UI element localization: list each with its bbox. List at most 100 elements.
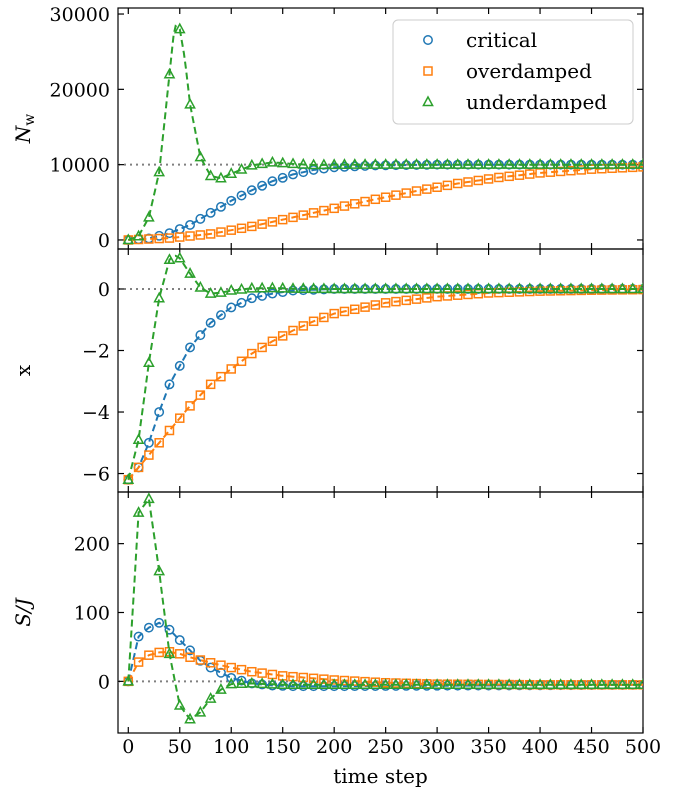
- marker-overdamped: [205, 229, 216, 239]
- marker-overdamped: [452, 290, 463, 300]
- marker-overdamped: [247, 666, 257, 677]
- marker-overdamped: [164, 425, 175, 436]
- marker-overdamped: [463, 177, 473, 187]
- marker-overdamped: [308, 316, 319, 327]
- marker-critical: [205, 662, 216, 673]
- panels: 0100002000030000Nwcriticaloverdampedunde…: [11, 4, 661, 758]
- marker-overdamped: [308, 673, 319, 684]
- marker-underdamped: [359, 678, 371, 690]
- marker-overdamped: [298, 321, 309, 331]
- marker-critical: [185, 219, 196, 230]
- marker-overdamped: [401, 188, 411, 198]
- marker-underdamped: [390, 158, 402, 169]
- marker-underdamped: [215, 286, 227, 297]
- marker-underdamped: [513, 678, 526, 690]
- marker-overdamped: [350, 676, 360, 686]
- series-line-overdamped: [127, 288, 643, 481]
- marker-overdamped: [226, 225, 236, 235]
- marker-critical: [257, 180, 268, 191]
- marker-underdamped: [493, 158, 505, 169]
- y-tick-label: 0: [98, 671, 110, 693]
- marker-overdamped: [463, 289, 473, 300]
- marker-underdamped: [153, 291, 166, 303]
- marker-underdamped: [400, 678, 413, 690]
- marker-overdamped: [329, 308, 339, 319]
- marker-underdamped: [554, 282, 567, 294]
- marker-underdamped: [606, 678, 618, 690]
- marker-overdamped: [257, 668, 267, 678]
- series-group: [122, 492, 643, 724]
- marker-underdamped: [585, 282, 598, 294]
- marker-overdamped: [401, 295, 411, 306]
- marker-critical: [236, 675, 247, 686]
- marker-underdamped: [215, 683, 227, 694]
- marker-critical: [267, 176, 278, 187]
- marker-overdamped: [473, 175, 484, 186]
- x-tick-label: 200: [316, 736, 352, 758]
- marker-underdamped: [462, 282, 474, 294]
- marker-underdamped: [215, 171, 227, 183]
- marker-underdamped: [513, 158, 526, 169]
- marker-underdamped: [544, 282, 557, 294]
- marker-underdamped: [297, 157, 310, 169]
- marker-underdamped: [585, 158, 598, 169]
- marker-overdamped: [586, 164, 597, 174]
- x-tick-label: 50: [168, 736, 192, 758]
- y-tick-label: 200: [74, 534, 110, 556]
- marker-underdamped: [626, 678, 639, 690]
- marker-underdamped: [595, 678, 608, 690]
- marker-overdamped: [483, 174, 494, 184]
- marker-underdamped: [153, 564, 166, 576]
- marker-critical: [277, 172, 288, 183]
- marker-critical: [174, 360, 185, 371]
- marker-underdamped: [431, 282, 443, 294]
- marker-overdamped: [432, 182, 442, 192]
- marker-overdamped: [288, 325, 298, 336]
- marker-overdamped: [277, 214, 288, 225]
- marker-underdamped: [235, 162, 248, 174]
- marker-underdamped: [379, 282, 392, 294]
- y-tick-label: 100: [74, 603, 110, 625]
- marker-underdamped: [225, 283, 238, 295]
- marker-underdamped: [266, 155, 279, 167]
- x-axis-label: time step: [333, 764, 428, 788]
- marker-underdamped: [420, 158, 433, 169]
- marker-underdamped: [287, 678, 299, 690]
- marker-overdamped: [494, 172, 504, 183]
- y-tick-label: −6: [82, 464, 110, 486]
- marker-overdamped: [267, 336, 278, 347]
- marker-critical: [185, 645, 196, 656]
- marker-underdamped: [245, 281, 258, 293]
- marker-underdamped: [482, 158, 495, 169]
- marker-overdamped: [329, 675, 339, 685]
- marker-underdamped: [184, 97, 196, 109]
- marker-overdamped: [247, 348, 257, 359]
- marker-overdamped: [339, 201, 350, 211]
- marker-underdamped: [297, 282, 310, 294]
- marker-overdamped: [411, 294, 422, 304]
- marker-overdamped: [257, 342, 267, 353]
- marker-overdamped: [360, 676, 370, 687]
- marker-underdamped: [348, 158, 361, 169]
- marker-underdamped: [441, 678, 454, 690]
- marker-underdamped: [637, 678, 643, 690]
- marker-overdamped: [236, 356, 247, 367]
- marker-underdamped: [410, 282, 423, 294]
- marker-overdamped: [576, 165, 586, 175]
- marker-overdamped: [216, 660, 226, 670]
- marker-overdamped: [144, 650, 154, 660]
- marker-critical: [195, 213, 206, 224]
- marker-underdamped: [194, 705, 207, 717]
- marker-underdamped: [348, 678, 361, 690]
- marker-underdamped: [307, 678, 320, 690]
- marker-overdamped: [247, 221, 257, 232]
- marker-critical: [267, 288, 278, 299]
- legend-label-underdamped: underdamped: [466, 90, 607, 114]
- marker-critical: [215, 201, 226, 212]
- marker-underdamped: [472, 282, 485, 294]
- marker-underdamped: [328, 158, 341, 170]
- marker-critical: [143, 437, 154, 448]
- marker-overdamped: [391, 296, 401, 307]
- panel-1: 0 10000 20000 30000 Nw critical overdamped unde…: [11, 4, 644, 252]
- marker-underdamped: [523, 282, 536, 294]
